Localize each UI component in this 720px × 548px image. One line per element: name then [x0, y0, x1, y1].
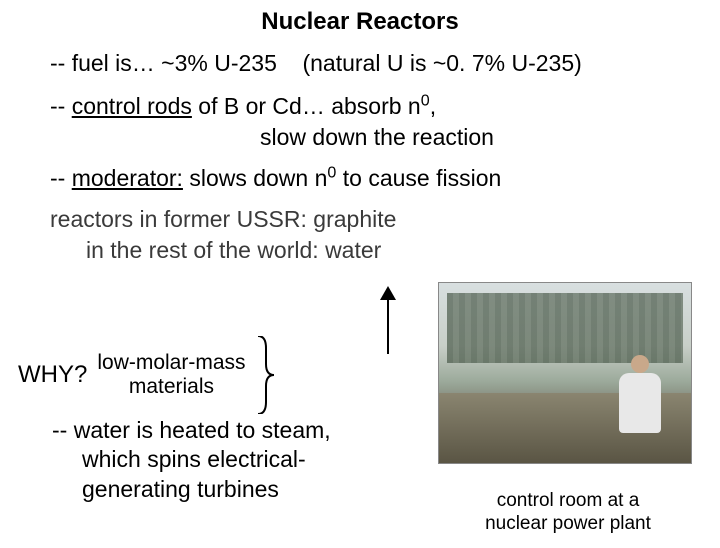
mod-underline: moderator:: [72, 165, 183, 191]
why-label: WHY?: [18, 361, 87, 389]
fuel-text-b: (natural U is ~0. 7% U-235): [302, 50, 581, 76]
arrow-up-icon: [376, 286, 400, 356]
line-control-rods-2: slow down the reaction: [260, 122, 700, 153]
mod-prefix: --: [50, 165, 72, 191]
steam-block: -- water is heated to steam, which spins…: [52, 416, 331, 504]
photo-person: [619, 373, 661, 433]
fuel-text-a: -- fuel is… ~3% U-235: [50, 50, 277, 76]
steam-a: -- water is heated to steam,: [52, 416, 331, 445]
line-control-rods: -- control rods of B or Cd… absorb n0,: [50, 91, 700, 122]
line-reactors-world: in the rest of the world: water: [86, 235, 700, 266]
lmm-a: low-molar-mass: [97, 351, 245, 375]
control-room-photo: [438, 282, 692, 464]
low-molar-mass: low-molar-mass materials: [97, 351, 245, 399]
cr-underline: control rods: [72, 93, 192, 119]
caption-b: nuclear power plant: [438, 513, 698, 536]
line-fuel: -- fuel is… ~3% U-235 (natural U is ~0. …: [50, 48, 700, 79]
page-title: Nuclear Reactors: [0, 8, 720, 36]
cr-mid: of B or Cd… absorb n: [192, 93, 421, 119]
photo-panel: [447, 293, 683, 363]
brace-icon: [256, 336, 274, 414]
mod-mid: slows down n: [183, 165, 327, 191]
photo-caption: control room at a nuclear power plant: [438, 490, 698, 536]
cr-comma: ,: [430, 93, 436, 119]
why-row: WHY? low-molar-mass materials: [18, 336, 274, 414]
steam-c: generating turbines: [82, 475, 331, 504]
cr-prefix: --: [50, 93, 72, 119]
cr-sup: 0: [421, 91, 430, 109]
steam-b: which spins electrical-: [82, 445, 331, 474]
line-moderator: -- moderator: slows down n0 to cause fis…: [50, 163, 700, 194]
lmm-b: materials: [97, 375, 245, 399]
mod-tail: to cause fission: [336, 165, 501, 191]
line-reactors-ussr: reactors in former USSR: graphite: [50, 204, 700, 235]
caption-a: control room at a: [438, 490, 698, 513]
